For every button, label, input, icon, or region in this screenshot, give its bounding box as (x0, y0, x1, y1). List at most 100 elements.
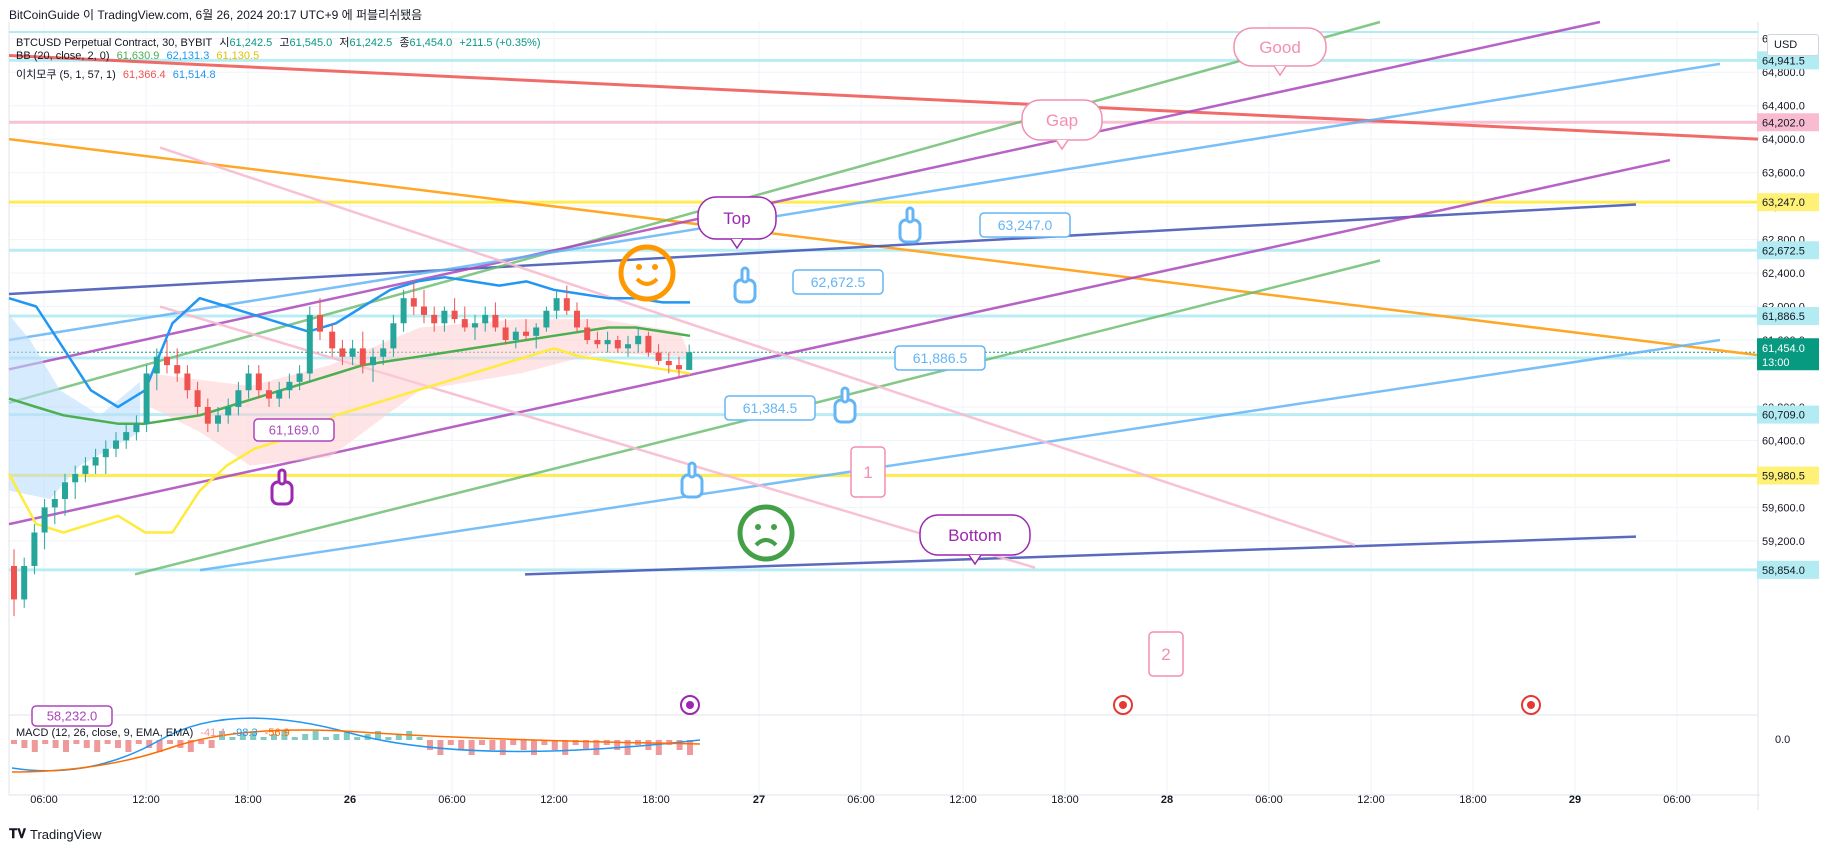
callout-63-247-0[interactable]: 63,247.0 (979, 212, 1071, 238)
macd-histogram-bar (354, 737, 361, 740)
price-axis[interactable]: 65,200.064,800.064,400.064,000.063,600.0… (1757, 34, 1819, 746)
bollinger-bands (7, 275, 691, 534)
hand-finger (277, 468, 287, 486)
bar-countdown: 13:00 (1762, 357, 1790, 369)
callout-text: Top (723, 209, 750, 228)
pink-trend-line (159, 146, 1356, 547)
ichimoku-label[interactable]: 이치모쿠 (5, 1, 57, 1) (16, 69, 116, 81)
candle-body (492, 314, 499, 328)
callout-box (253, 418, 335, 442)
symbol-name[interactable]: BTCUSD Perpetual Contract, 30, BYBIT (16, 37, 213, 49)
macd-histogram-bar (375, 731, 381, 740)
callout-text: Good (1259, 38, 1301, 57)
callout-61-886-5[interactable]: 61,886.5 (894, 345, 986, 371)
macd-histogram-bar (510, 740, 517, 745)
price-level-label: 61,886.5 (1762, 311, 1805, 323)
price-change: +211.5 (+0.35%) (459, 37, 541, 49)
horizontal-lines (9, 31, 1758, 572)
callout-text: Bottom (948, 526, 1002, 545)
candle-body (400, 298, 407, 324)
price-level-tag (1757, 307, 1819, 326)
currency-selector[interactable]: USD (1767, 34, 1819, 56)
time-axis[interactable]: 06:00 12:00 18:00 26 06:00 12:00 18:00 27 06:00 1… (30, 794, 1691, 806)
marker-dot (1527, 701, 1535, 709)
candle-body (512, 331, 519, 341)
ohlc-low: 저61,242.5 (339, 37, 393, 49)
annotations[interactable]: Good Gap Top Bottom 63,247.0 62,672.5 61,886.5… (31, 27, 1541, 727)
candle-body (153, 356, 160, 374)
macd-histogram-bar (11, 740, 17, 744)
face-mouth (635, 277, 659, 286)
candle-body (306, 314, 313, 374)
macd-line (11, 717, 701, 772)
macd-histogram-bar (458, 740, 465, 750)
callout-bottom[interactable]: Bottom (919, 514, 1031, 566)
callout-61-169-0[interactable]: 61,169.0 (253, 418, 335, 442)
macd-histogram-bar (489, 740, 496, 750)
macd-histogram-bar (385, 737, 392, 740)
callout-2[interactable]: 2 (1148, 631, 1184, 677)
price-level-tag (1757, 405, 1819, 424)
callout-box (894, 345, 986, 371)
candle-body (676, 365, 682, 370)
time-tick-label: 28 (1161, 794, 1173, 806)
macd-histogram-bar (416, 737, 423, 740)
candle-body (451, 310, 458, 320)
time-tick-label: 18:00 (1459, 794, 1487, 806)
time-tick-label: 26 (344, 794, 356, 806)
callout-gap[interactable]: Gap (1021, 99, 1103, 151)
bb-label[interactable]: BB (20, close, 2, 0) (16, 50, 110, 62)
candle-body (359, 348, 366, 366)
candle-body (62, 482, 68, 500)
macd-histogram-bar (333, 734, 340, 740)
time-tick-label: 12:00 (540, 794, 568, 806)
ohlc-open: 시61,242.5 (219, 37, 273, 49)
macd-zero-label: 0.0 (1775, 734, 1790, 746)
hand-finger (905, 206, 915, 224)
bb-upper-line (8, 275, 690, 409)
callout-62-672-5[interactable]: 62,672.5 (792, 269, 884, 295)
macd-histogram-bar (125, 740, 132, 752)
cloud-bullish-area (9, 314, 140, 500)
time-tick-label: 06:00 (30, 794, 58, 806)
callout-58-232-0[interactable]: 58,232.0 (31, 705, 113, 727)
tradingview-logo[interactable]: 𝐓𝐕 TradingView (9, 826, 102, 842)
macd-histogram-bar (239, 734, 246, 740)
candle-body (665, 360, 672, 366)
callout-top[interactable]: Top (697, 196, 777, 250)
candlesticks[interactable] (11, 281, 693, 617)
candle-body (584, 327, 591, 341)
current-price-badge (1757, 338, 1819, 371)
macd-histogram-bar (63, 740, 69, 752)
happy-face-icon (618, 244, 676, 302)
macd-histogram-bar (499, 740, 506, 755)
candle-body (164, 356, 170, 366)
callout-good[interactable]: Good (1233, 27, 1327, 77)
face-eye (636, 264, 642, 270)
price-level-label: 64,941.5 (1762, 55, 1805, 67)
price-tick-label: 64,000.0 (1762, 134, 1805, 146)
candle-body (523, 331, 529, 336)
candle-body (502, 327, 509, 341)
callout-61-384-5[interactable]: 61,384.5 (724, 395, 816, 421)
bb-upper-value: 62,131.3 (166, 50, 210, 62)
macd-line-value: -98.3 (232, 727, 258, 739)
macd-histogram-bar (395, 734, 402, 740)
candle-body (370, 356, 376, 366)
macd-histogram-bar (94, 740, 101, 752)
time-tick-label: 06:00 (438, 794, 466, 806)
pointing-hand-icon (898, 206, 922, 244)
blue-channel-line (199, 338, 1721, 572)
candle-body (102, 448, 109, 458)
callout-tail (1273, 65, 1287, 77)
macd-histogram-bar (614, 740, 621, 750)
macd-histogram-bar (479, 740, 485, 745)
candle-body (215, 415, 221, 424)
time-tick-label: 27 (753, 794, 765, 806)
ohlc-close: 종61,454.0 (399, 37, 453, 49)
callout-1[interactable]: 1 (850, 446, 886, 498)
candle-body (380, 348, 387, 357)
macd-label[interactable]: MACD (12, 26, close, 9, EMA, EMA) (16, 727, 194, 739)
candle-body (410, 298, 417, 307)
